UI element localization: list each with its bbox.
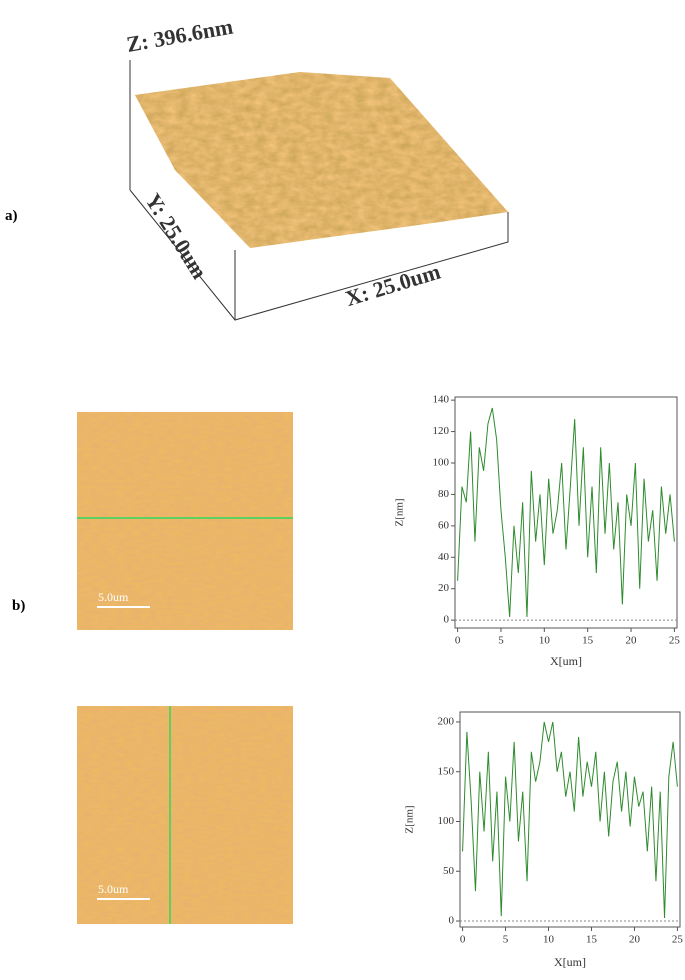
x-tick-label: 25 (672, 934, 684, 946)
panel-label: a) (5, 208, 18, 224)
y-tick-label: 40 (438, 551, 450, 563)
y-tick-label: 80 (438, 488, 450, 500)
x-tick-label: 25 (669, 635, 681, 647)
y-tick-label: 140 (433, 394, 450, 406)
plot-frame (454, 396, 678, 629)
profile-line (457, 407, 675, 618)
y-tick-label: 100 (433, 457, 450, 469)
x-axis-label: X: 25.0um (342, 259, 443, 311)
x-tick-label: 10 (539, 635, 551, 647)
plot-frame (459, 711, 681, 928)
y-axis-title: Z[nm] (404, 805, 416, 833)
y-tick-label: 100 (438, 815, 455, 827)
y-tick-label: 120 (433, 425, 450, 437)
y-axis-label: Y: 25.0um (140, 189, 212, 283)
x-tick-label: 10 (543, 934, 555, 946)
profile-line (462, 721, 678, 919)
x-tick-label: 0 (460, 934, 466, 946)
y-tick-label: 20 (438, 582, 450, 594)
x-tick-label: 15 (586, 934, 598, 946)
x-axis-title: X[um] (554, 955, 586, 969)
scale-bar-label: 5.0um (98, 882, 129, 896)
x-tick-label: 0 (455, 635, 461, 647)
scale-bar-label: 5.0um (98, 590, 129, 604)
z-axis-label: Z: 396.6nm (125, 14, 235, 57)
panel-label: b) (12, 598, 25, 614)
x-axis-title: X[um] (550, 654, 582, 668)
y-tick-label: 50 (443, 865, 455, 877)
x-tick-label: 20 (626, 635, 638, 647)
y-tick-label: 0 (444, 614, 450, 626)
y-axis-title: Z[nm] (394, 498, 406, 526)
surface-3d (129, 60, 509, 321)
x-tick-label: 5 (498, 635, 504, 647)
x-tick-label: 15 (582, 635, 594, 647)
y-tick-label: 0 (449, 915, 455, 927)
y-tick-label: 200 (438, 715, 455, 727)
y-tick-label: 150 (438, 765, 455, 777)
y-tick-label: 60 (438, 519, 450, 531)
x-tick-label: 20 (629, 934, 641, 946)
afm-image: 5.0um (77, 412, 293, 630)
x-tick-label: 5 (503, 934, 509, 946)
afm-image: 5.0um (77, 706, 293, 924)
